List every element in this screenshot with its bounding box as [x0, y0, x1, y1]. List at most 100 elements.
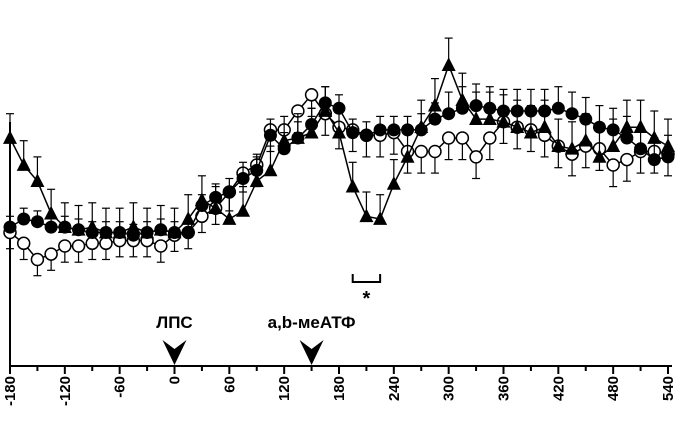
data-point-filled-triangle	[140, 224, 155, 239]
x-tick-label: 420	[550, 376, 567, 401]
data-point-filled-triangle	[16, 157, 31, 171]
series-filled-triangle	[3, 37, 675, 239]
data-point-filled-triangle	[469, 111, 484, 125]
data-point-filled-triangle	[523, 124, 538, 139]
x-tick-label: 0	[167, 376, 184, 384]
data-point-filled-triangle	[441, 57, 456, 71]
x-tick-label: 120	[276, 376, 293, 401]
data-point-filled-circle	[263, 128, 277, 142]
data-point-filled-triangle	[510, 119, 525, 134]
data-point-filled-circle	[551, 101, 565, 115]
data-point-filled-circle	[359, 128, 373, 142]
data-point-filled-triangle	[167, 224, 182, 239]
data-point-filled-circle	[565, 107, 579, 121]
data-point-filled-circle	[44, 220, 58, 234]
data-point-filled-triangle	[249, 173, 264, 188]
x-tick-label: 360	[496, 376, 513, 401]
data-point-filled-triangle	[208, 200, 223, 215]
data-point-filled-triangle	[373, 211, 388, 225]
data-point-open-circle	[30, 252, 45, 267]
data-point-filled-circle	[387, 123, 401, 137]
x-tick-label: -180	[2, 376, 19, 406]
data-point-filled-triangle	[647, 130, 662, 144]
x-tick-label: -60	[112, 376, 129, 398]
data-point-filled-circle	[17, 212, 31, 226]
data-point-filled-triangle	[427, 97, 442, 112]
atp-label: a,b-меАТФ	[268, 313, 356, 332]
data-point-open-circle	[195, 209, 209, 224]
data-point-filled-triangle	[661, 138, 675, 152]
data-point-filled-triangle	[619, 119, 634, 134]
data-point-filled-triangle	[222, 211, 237, 225]
data-point-filled-triangle	[386, 176, 401, 190]
data-point-open-circle	[304, 88, 319, 102]
data-point-filled-triangle	[277, 132, 292, 147]
data-point-filled-triangle	[592, 149, 607, 163]
x-tick-label: 60	[221, 376, 238, 393]
data-point-filled-triangle	[153, 222, 168, 236]
data-point-filled-triangle	[496, 114, 511, 128]
data-point-filled-triangle	[332, 124, 346, 139]
data-point-open-circle	[71, 239, 86, 253]
data-point-filled-circle	[442, 107, 456, 121]
data-point-open-circle	[469, 150, 483, 164]
data-point-filled-circle	[181, 226, 195, 239]
data-point-filled-triangle	[578, 132, 593, 147]
data-point-filled-triangle	[194, 192, 209, 206]
series-filled-circle	[3, 83, 675, 242]
data-point-filled-circle	[661, 150, 675, 164]
data-point-filled-triangle	[318, 103, 333, 117]
data-point-filled-triangle	[126, 219, 141, 233]
data-point-open-circle	[455, 131, 470, 145]
data-point-filled-circle	[236, 172, 250, 185]
data-point-filled-triangle	[482, 111, 497, 125]
significance-bracket	[351, 274, 382, 283]
data-point-filled-triangle	[98, 224, 113, 239]
data-point-open-circle	[414, 144, 428, 159]
x-tick-label: 180	[331, 376, 348, 401]
data-point-filled-triangle	[112, 224, 127, 239]
data-point-filled-triangle	[290, 130, 305, 144]
lps-arrow	[162, 340, 187, 365]
data-point-filled-triangle	[359, 208, 374, 223]
data-point-filled-circle	[634, 142, 648, 156]
data-point-open-circle	[16, 236, 31, 251]
x-tick-label: 300	[441, 376, 458, 401]
data-point-open-circle	[44, 247, 58, 261]
series-layer	[3, 37, 675, 277]
data-point-filled-triangle	[455, 92, 470, 107]
data-point-filled-triangle	[400, 149, 415, 163]
data-point-filled-triangle	[551, 138, 566, 152]
data-point-filled-circle	[373, 123, 387, 137]
x-tick-label: 480	[605, 376, 622, 401]
data-point-open-circle	[441, 131, 456, 145]
data-point-open-circle	[620, 152, 634, 167]
x-tick-label: 240	[386, 376, 403, 401]
data-point-filled-triangle	[3, 130, 17, 144]
data-point-filled-triangle	[71, 222, 86, 236]
x-tick-label: -120	[57, 376, 74, 406]
data-point-filled-triangle	[44, 205, 59, 220]
data-point-filled-triangle	[633, 119, 648, 134]
data-point-filled-circle	[3, 220, 17, 234]
data-point-open-circle	[483, 131, 497, 145]
data-point-filled-triangle	[236, 203, 251, 217]
atp-arrow	[299, 340, 324, 365]
data-point-filled-triangle	[85, 219, 100, 233]
data-point-filled-circle	[346, 126, 360, 140]
data-point-filled-triangle	[345, 178, 360, 193]
axes: -180 -120 -60 0 60 120 180 240 300 360 420 480 540	[2, 122, 677, 406]
data-point-filled-circle	[30, 215, 44, 229]
data-point-open-circle	[99, 236, 113, 251]
data-point-filled-circle	[428, 112, 442, 126]
data-point-filled-triangle	[537, 119, 552, 134]
data-point-filled-triangle	[57, 219, 72, 233]
lps-label: ЛПС	[156, 313, 192, 332]
data-point-open-circle	[85, 236, 99, 251]
x-tick-label: 540	[660, 376, 677, 401]
data-point-filled-triangle	[414, 119, 429, 134]
data-point-filled-triangle	[181, 211, 196, 225]
data-point-open-circle	[428, 144, 442, 159]
significance-star: *	[363, 288, 371, 310]
